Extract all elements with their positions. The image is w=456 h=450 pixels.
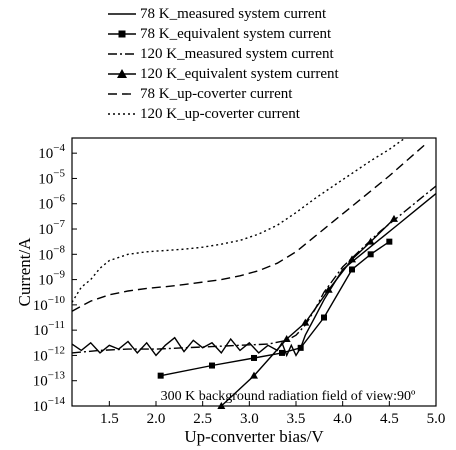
y-axis-label: Current/A — [15, 237, 34, 307]
legend-label-6: 120 K_up-coverter current — [140, 106, 301, 122]
y-tick-label: 10−10 — [33, 294, 66, 314]
x-tick-label: 2.0 — [147, 411, 166, 427]
series-2-point — [251, 354, 257, 361]
x-axis-label: Up-converter bias/V — [184, 427, 324, 446]
x-tick-label: 3.5 — [287, 411, 306, 427]
x-tick-label: 2.5 — [193, 411, 212, 427]
legend-label-1: 78 K_measured system current — [140, 6, 327, 22]
x-tick-label: 5.0 — [427, 411, 446, 427]
series-line-1 — [71, 193, 437, 358]
series-2-point — [157, 372, 164, 379]
y-tick-label: 10−9 — [38, 269, 65, 289]
y-tick-label: 10−4 — [38, 142, 65, 162]
series-4-point — [250, 371, 258, 379]
series-4-point — [390, 214, 398, 222]
plot-area — [71, 138, 437, 409]
series-2-point — [297, 344, 304, 351]
y-tick-label: 10−8 — [38, 243, 65, 263]
legend-label-3: 120 K_measured system current — [140, 46, 335, 62]
series-2-point — [367, 251, 374, 258]
legend-marker-square — [118, 30, 126, 38]
plot-frame — [71, 137, 437, 407]
series-2-point — [209, 362, 215, 369]
series-4-point — [366, 237, 375, 245]
y-tick-label: 10−14 — [33, 395, 66, 415]
series-line-3 — [71, 185, 437, 354]
legend-label-2: 78 K_equivalent system current — [140, 26, 332, 42]
axis-ticks: 1.5 2.0 2.5 3.0 3.5 4.0 4.5 5.0 10−14 10−13 10−12 1… — [33, 142, 446, 427]
x-tick-label: 3.0 — [240, 411, 259, 427]
y-tick-label: 10−13 — [33, 370, 66, 390]
x-tick-label: 4.0 — [333, 411, 352, 427]
series-4-point — [301, 318, 310, 326]
y-tick-label: 10−6 — [38, 193, 65, 213]
y-tick-label: 10−5 — [38, 167, 65, 187]
legend: 78 K_measured system current 78 K_equival… — [108, 6, 340, 122]
series-2-point — [279, 349, 285, 356]
series-4-point — [282, 335, 291, 342]
legend-marker-triangle — [117, 69, 127, 78]
chart-annotation: 300 K background radiation field of view… — [161, 389, 416, 404]
series-line-5 — [71, 142, 428, 312]
x-tick-label: 1.5 — [100, 411, 119, 427]
series-line-6 — [71, 138, 404, 303]
series-2-point — [321, 314, 327, 321]
legend-label-4: 120 K_equivalent system current — [140, 66, 340, 82]
y-tick-label: 10−7 — [38, 218, 65, 238]
y-tick-label: 10−12 — [33, 344, 65, 364]
y-tick-label: 10−11 — [33, 319, 65, 339]
legend-label-5: 78 K_up-coverter current — [140, 86, 293, 102]
series-4-point — [348, 255, 356, 263]
x-tick-label: 4.5 — [380, 411, 399, 427]
series-2-point — [386, 238, 393, 245]
series-4-point — [324, 285, 333, 293]
series-line-4 — [220, 218, 395, 407]
series-2-point — [349, 266, 355, 273]
